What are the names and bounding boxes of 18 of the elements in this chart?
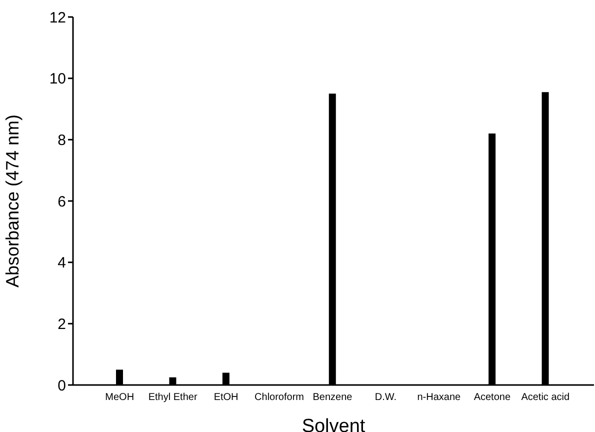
x-tick-label: Acetic acid bbox=[521, 392, 570, 404]
x-tick-label: Benzene bbox=[312, 392, 353, 404]
x-tick-label: Chloroform bbox=[254, 392, 304, 404]
x-tick-label: n-Haxane bbox=[417, 392, 462, 404]
x-axis-title: Solvent bbox=[302, 416, 366, 432]
x-tick-label: Acetone bbox=[474, 392, 511, 404]
x-tick-label: MeOH bbox=[105, 392, 134, 404]
y-tick-label: 12 bbox=[49, 9, 66, 26]
y-tick-label: 8 bbox=[58, 132, 66, 149]
x-tick-label: D.W. bbox=[374, 392, 397, 404]
y-tick-label: 6 bbox=[58, 193, 66, 210]
x-tick-label: Ethyl Ether bbox=[148, 392, 198, 404]
x-tick-label: EtOH bbox=[214, 392, 238, 404]
y-tick-label: 10 bbox=[49, 70, 66, 88]
y-tick-label: 2 bbox=[58, 316, 66, 333]
y-tick-label: 0 bbox=[58, 377, 66, 394]
y-axis-title: Absorbance (474 nm) bbox=[2, 114, 22, 288]
y-tick-label: 4 bbox=[58, 254, 66, 272]
